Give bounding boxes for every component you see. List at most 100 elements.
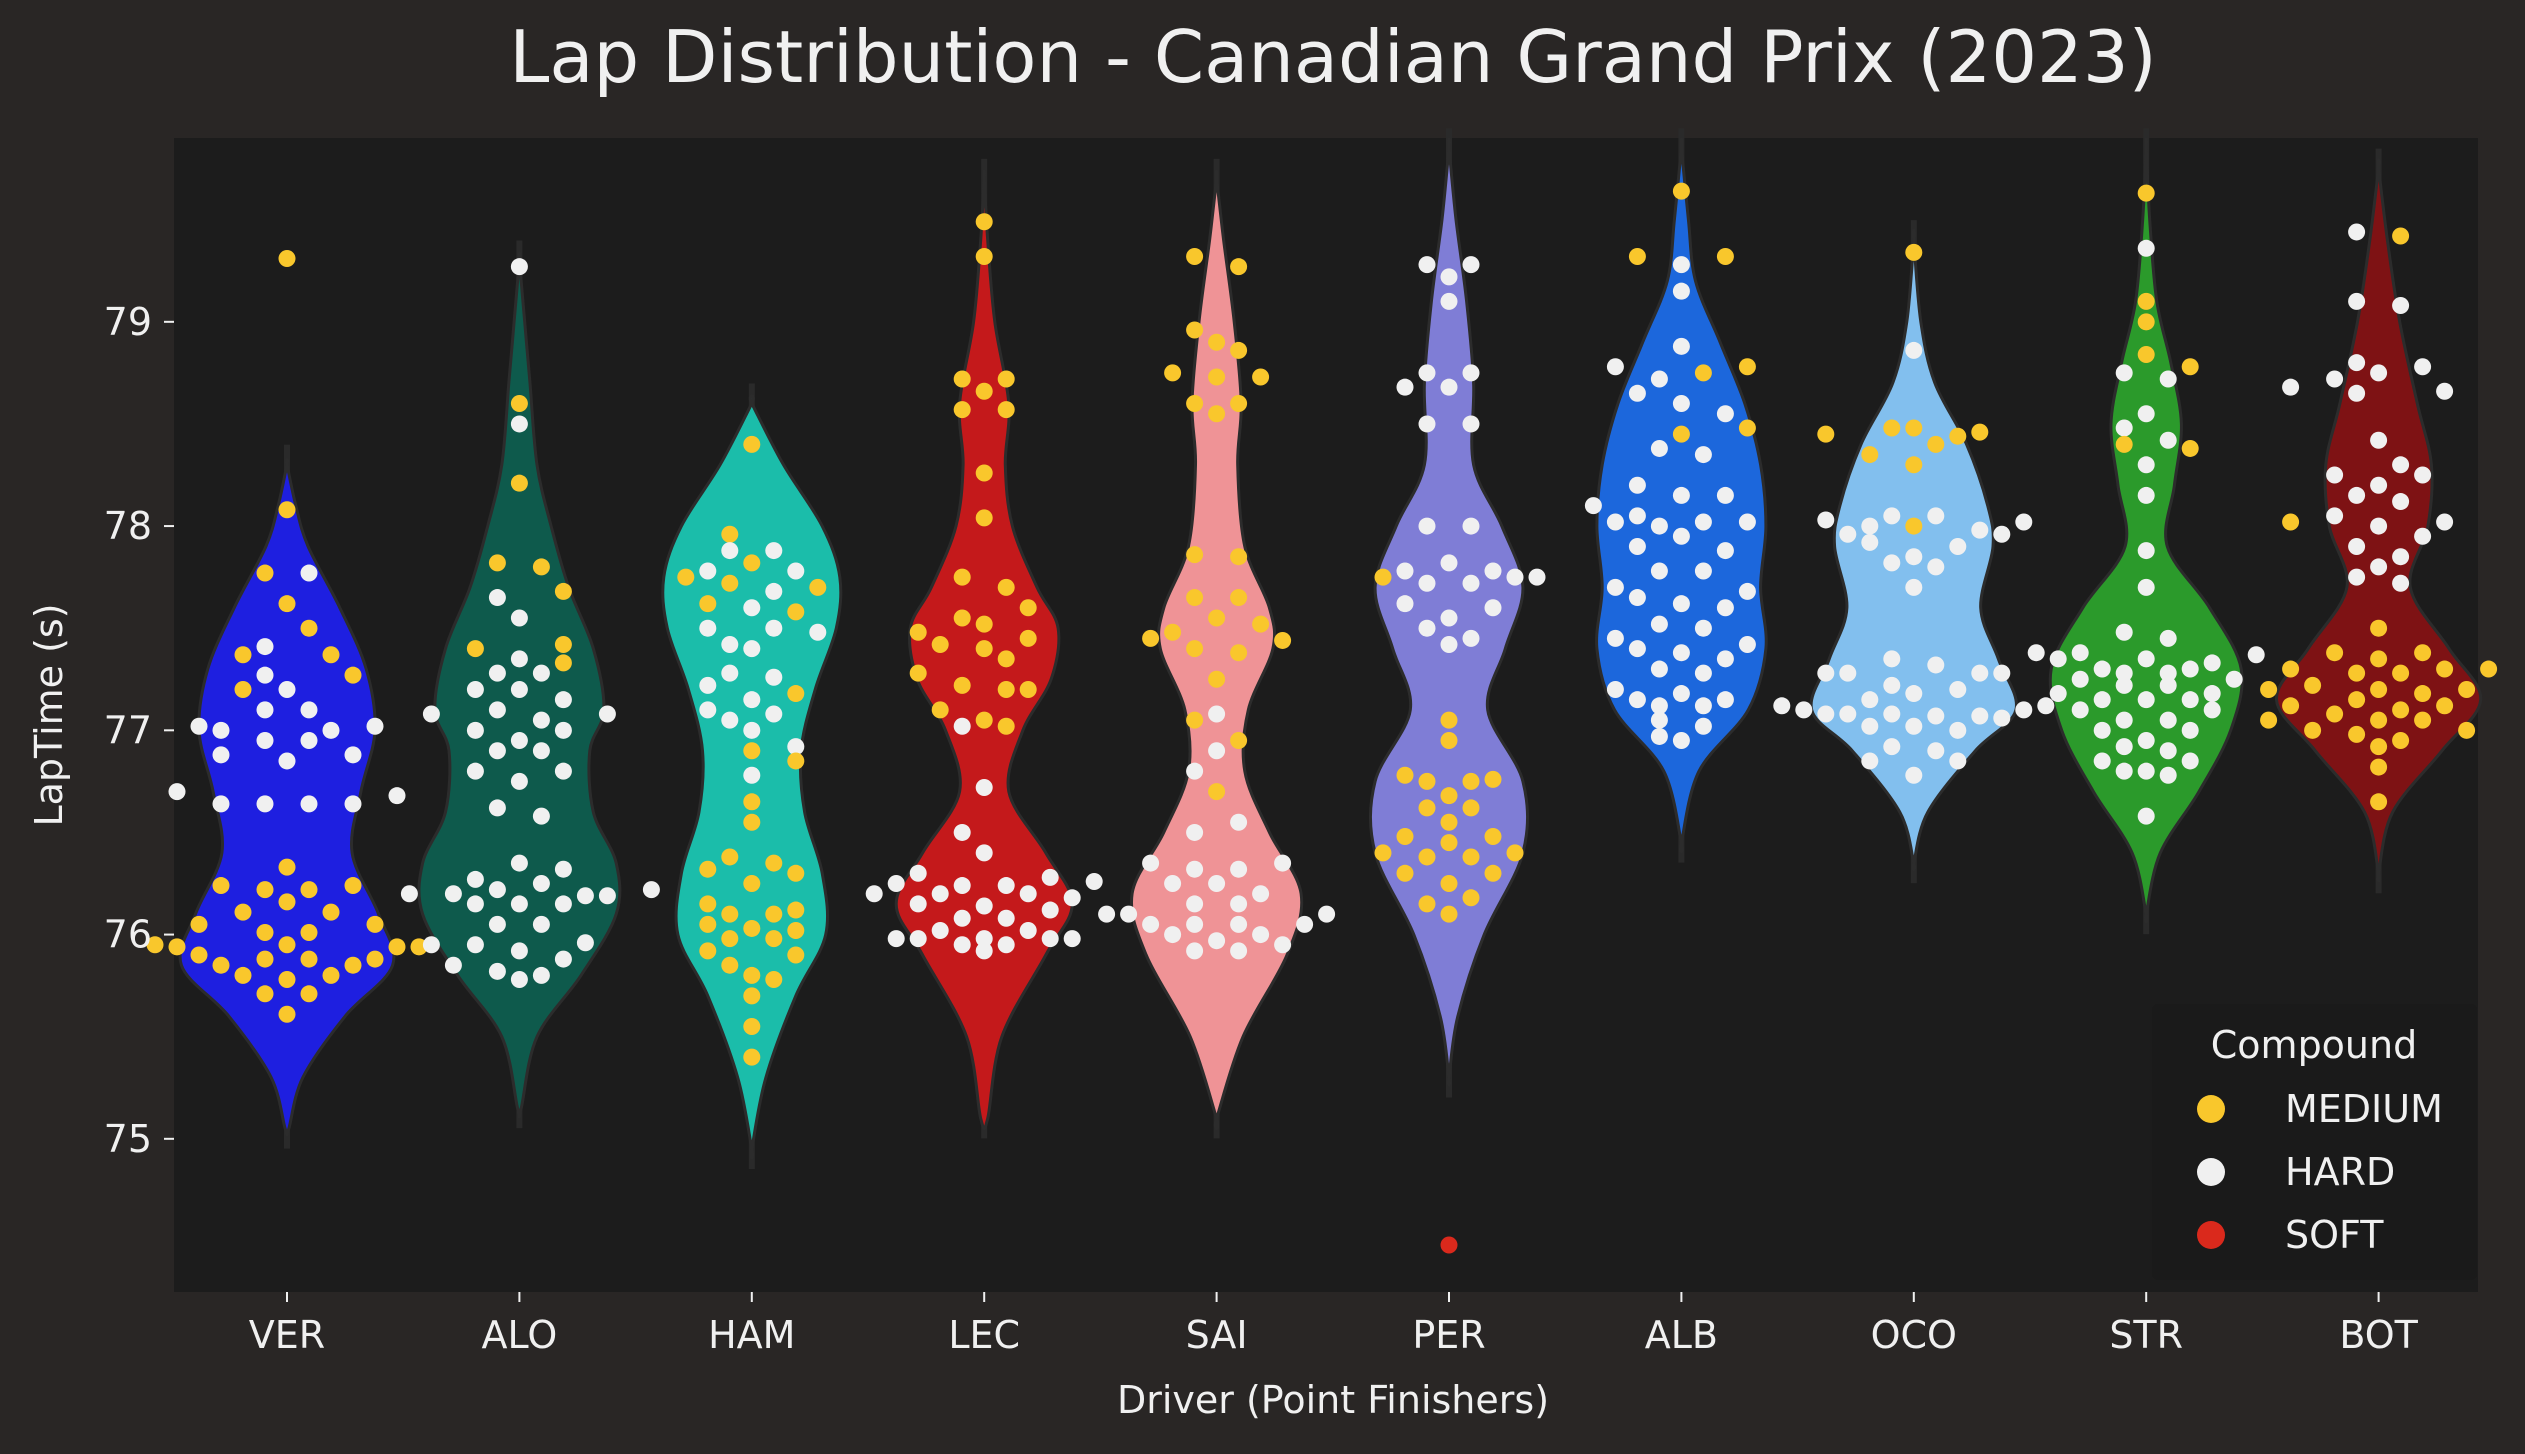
lap-point-ham	[699, 619, 717, 637]
lap-point-per	[1506, 568, 1524, 586]
lap-point-oco	[1817, 511, 1835, 529]
lap-point-str	[2137, 313, 2155, 331]
lap-point-alb	[1738, 419, 1756, 437]
lap-point-bot	[2348, 292, 2366, 310]
lap-point-alo	[532, 664, 550, 682]
lap-point-sai	[1208, 742, 1226, 760]
lap-point-ver	[234, 966, 252, 984]
lap-point-per	[1440, 875, 1458, 893]
lap-point-alo	[598, 887, 616, 905]
lap-point-alo	[598, 705, 616, 723]
legend-label-medium: MEDIUM	[2285, 1087, 2443, 1131]
lap-point-oco	[1949, 721, 1967, 739]
lap-point-lec	[953, 370, 971, 388]
lap-point-ver	[300, 985, 318, 1003]
lap-point-oco	[1883, 650, 1901, 668]
lap-point-lec	[975, 844, 993, 862]
lap-point-alb	[1650, 615, 1668, 633]
lap-point-lec	[953, 568, 971, 586]
lap-point-bot	[2370, 517, 2388, 535]
lap-point-bot	[2458, 721, 2476, 739]
lap-point-alo	[510, 474, 528, 492]
lap-point-oco	[1905, 341, 1923, 359]
lap-point-alo	[488, 915, 506, 933]
lap-point-alb	[1694, 364, 1712, 382]
lap-point-per	[1418, 256, 1436, 274]
lap-point-sai	[1186, 860, 1204, 878]
lap-point-per	[1418, 895, 1436, 913]
x-axis: VER ALO HAM LEC SAI PER ALB OCO STR BOT	[249, 1292, 2419, 1357]
lap-point-str	[2225, 670, 2243, 688]
lap-point-lec	[997, 370, 1015, 388]
lap-point-str	[2181, 358, 2199, 376]
lap-point-bot	[2414, 358, 2432, 376]
lap-point-alo	[466, 721, 484, 739]
lap-point-ham	[699, 562, 717, 580]
lap-point-sai	[1230, 644, 1248, 662]
lap-point-alo	[510, 680, 528, 698]
lap-point-alo	[554, 895, 572, 913]
y-tick-label: 78	[104, 504, 152, 548]
lap-point-bot	[2480, 660, 2498, 678]
lap-point-ham	[721, 542, 739, 560]
lap-point-alo	[554, 582, 572, 600]
lap-point-ver	[278, 936, 296, 954]
lap-point-oco	[1993, 525, 2011, 543]
lap-point-alb	[1628, 691, 1646, 709]
lap-point-alb	[1606, 629, 1624, 647]
lap-point-ver	[300, 732, 318, 750]
lap-point-alo	[510, 415, 528, 433]
lap-point-ham	[743, 987, 761, 1005]
chart-title: Lap Distribution - Canadian Grand Prix (…	[509, 15, 2157, 99]
lap-point-str	[2115, 364, 2133, 382]
lap-point-bot	[2282, 513, 2300, 531]
lap-point-bot	[2348, 384, 2366, 402]
lap-point-lec	[997, 680, 1015, 698]
lap-point-oco	[1883, 705, 1901, 723]
lap-point-alo	[532, 966, 550, 984]
lap-point-bot	[2436, 660, 2454, 678]
lap-point-ver	[344, 746, 362, 764]
lap-point-sai	[1208, 875, 1226, 893]
lap-point-oco	[2015, 701, 2033, 719]
lap-point-oco	[1905, 517, 1923, 535]
lap-point-per	[1396, 766, 1414, 784]
lap-point-sai	[1296, 915, 1314, 933]
lap-point-ver	[300, 950, 318, 968]
lap-point-str	[2115, 762, 2133, 780]
lap-point-ham	[765, 668, 783, 686]
lap-point-lec	[975, 464, 993, 482]
lap-point-bot	[2392, 493, 2410, 511]
lap-point-str	[2181, 660, 2199, 678]
lap-point-str	[2159, 742, 2177, 760]
lap-point-per	[1462, 629, 1480, 647]
lap-point-bot	[2260, 711, 2278, 729]
legend-marker-soft	[2197, 1221, 2225, 1249]
lap-point-bot	[2348, 223, 2366, 241]
lap-point-ver	[168, 783, 186, 801]
lap-point-lec	[975, 213, 993, 231]
lap-point-lec	[887, 930, 905, 948]
lap-point-ver	[278, 858, 296, 876]
lap-point-ver	[300, 881, 318, 899]
lap-point-str	[2137, 239, 2155, 257]
lap-point-str	[2071, 670, 2089, 688]
lap-point-str	[2137, 650, 2155, 668]
lap-point-ham	[787, 738, 805, 756]
lap-point-ver	[212, 746, 230, 764]
lap-point-bot	[2392, 548, 2410, 566]
lap-point-bot	[2326, 705, 2344, 723]
lap-point-bot	[2370, 476, 2388, 494]
lap-point-alb	[1650, 727, 1668, 745]
lap-point-ver	[322, 721, 340, 739]
lap-point-bot	[2326, 644, 2344, 662]
lap-point-str	[2027, 644, 2045, 662]
lap-point-alb	[1628, 507, 1646, 525]
lap-point-lec	[1041, 901, 1059, 919]
lap-point-alo	[510, 942, 528, 960]
lap-point-alb	[1628, 640, 1646, 658]
lap-point-sai	[1208, 670, 1226, 688]
lap-point-ham	[765, 971, 783, 989]
y-tick-label: 79	[104, 300, 152, 344]
lap-point-ver	[344, 795, 362, 813]
